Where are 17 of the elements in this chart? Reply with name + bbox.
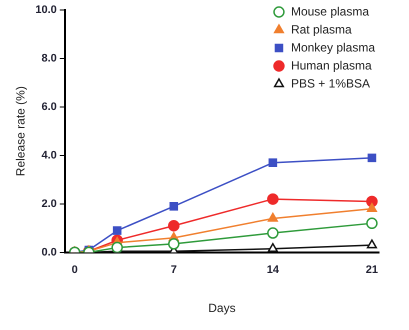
legend-label: Mouse plasma — [290, 4, 370, 18]
x-tick-label: 21 — [366, 264, 378, 276]
y-tick-label: 6.0 — [42, 100, 57, 113]
x-tick-label: 14 — [266, 264, 280, 276]
x-tick-label: 0 — [72, 264, 78, 276]
y-tick-label: 2.0 — [42, 198, 57, 210]
legend-label: Monkey plasma — [290, 40, 376, 54]
y-axis-title: Release rate (%) — [14, 86, 28, 176]
legend-label: Rat plasma — [290, 22, 352, 36]
x-axis-title: Days — [208, 301, 236, 316]
y-tick-label: 4.0 — [42, 149, 57, 162]
y-tick-label: 10.0 — [35, 4, 57, 16]
y-tick-label: 0.0 — [42, 246, 57, 258]
legend-label: Human plasma — [290, 58, 372, 72]
y-tick-label: 8.0 — [42, 52, 57, 65]
legend-label: PBS + 1%BSA — [290, 76, 370, 90]
x-tick-label: 7 — [170, 264, 177, 276]
